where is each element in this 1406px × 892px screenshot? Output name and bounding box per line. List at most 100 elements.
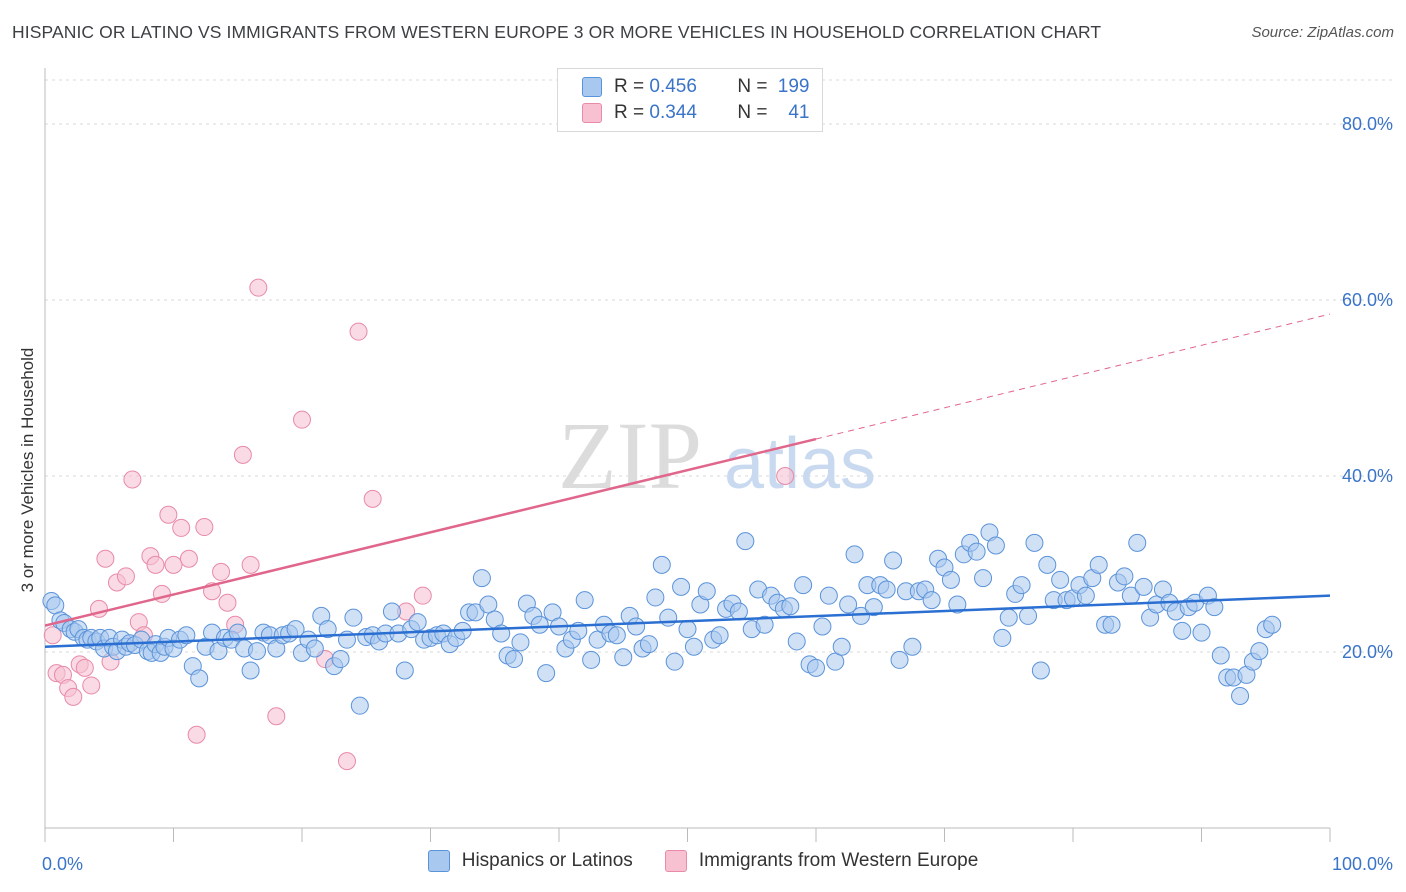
data-point-western-europe <box>218 593 237 612</box>
data-point-western-europe <box>96 549 115 568</box>
data-point-hispanics <box>794 576 813 595</box>
data-point-western-europe <box>349 322 368 341</box>
data-point-western-europe <box>43 626 62 645</box>
data-point-hispanics <box>1231 687 1250 705</box>
legend-label: Immigrants from Western Europe <box>698 850 979 871</box>
data-point-hispanics <box>331 650 350 669</box>
data-point-hispanics <box>582 650 601 669</box>
data-point-hispanics <box>864 598 883 617</box>
blue-swatch <box>427 850 450 872</box>
data-point-hispanics <box>890 650 909 669</box>
stats-legend-row-pink: R = 0.344 N = 41 <box>582 101 810 125</box>
data-point-hispanics <box>672 577 691 596</box>
trend-line-hispanics <box>44 594 1331 648</box>
n-label: N = <box>737 76 768 97</box>
data-point-hispanics <box>1089 555 1108 574</box>
pink-swatch <box>664 850 687 872</box>
data-point-hispanics <box>646 588 665 607</box>
data-point-hispanics <box>710 626 729 645</box>
data-point-hispanics <box>627 617 646 636</box>
data-point-hispanics <box>729 602 748 621</box>
r-value: 0.456 <box>649 76 697 97</box>
data-point-hispanics <box>659 608 678 627</box>
chart-title: HISPANIC OR LATINO VS IMMIGRANTS FROM WE… <box>12 22 1102 42</box>
x-tick-label: 100.0% <box>1332 854 1393 874</box>
data-point-hispanics <box>999 608 1018 627</box>
data-point-hispanics <box>395 661 414 680</box>
data-point-western-europe <box>195 518 214 537</box>
data-point-hispanics <box>248 642 267 661</box>
blue-swatch <box>582 77 602 97</box>
data-point-hispanics <box>1025 533 1044 552</box>
data-point-western-europe <box>172 518 191 537</box>
r-label: R = <box>614 76 645 97</box>
data-point-western-europe <box>293 410 311 429</box>
data-point-hispanics <box>652 555 671 574</box>
data-point-western-europe <box>123 470 142 489</box>
data-point-hispanics <box>807 658 825 677</box>
data-point-hispanics <box>884 551 903 570</box>
axes <box>44 68 1331 842</box>
data-point-hispanics <box>408 613 427 632</box>
data-point-hispanics <box>813 617 832 636</box>
data-point-western-europe <box>164 555 183 574</box>
series-immigrants-western-europe <box>43 278 795 771</box>
y-tick-label: 20.0% <box>1342 642 1393 662</box>
data-point-hispanics <box>819 586 838 605</box>
data-point-hispanics <box>537 664 556 683</box>
data-point-hispanics <box>575 591 594 610</box>
data-point-hispanics <box>922 591 941 610</box>
n-value: 199 <box>777 76 810 97</box>
y-tick-label: 80.0% <box>1342 114 1393 134</box>
data-point-hispanics <box>1211 646 1230 665</box>
data-point-hispanics <box>177 626 196 645</box>
data-point-western-europe <box>75 658 94 677</box>
data-point-hispanics <box>1205 598 1224 617</box>
trend-line-extension-western-europe <box>815 313 1331 440</box>
data-point-hispanics <box>639 635 658 654</box>
data-point-hispanics <box>614 648 633 667</box>
data-point-hispanics <box>1051 570 1070 589</box>
data-point-hispanics <box>1102 615 1121 634</box>
data-point-hispanics <box>781 597 800 616</box>
series-legend: Hispanics or Latinos Immigrants from Wes… <box>0 850 1406 872</box>
data-point-hispanics <box>466 603 485 622</box>
data-point-hispanics <box>1192 623 1211 642</box>
data-point-hispanics <box>344 608 363 627</box>
data-point-hispanics <box>877 580 896 599</box>
data-point-western-europe <box>159 505 178 524</box>
data-point-hispanics <box>832 637 851 656</box>
n-label: N = <box>737 102 768 123</box>
data-point-western-europe <box>212 562 231 581</box>
data-point-hispanics <box>678 620 697 639</box>
data-point-hispanics <box>318 620 337 639</box>
y-tick-label: 40.0% <box>1342 466 1393 486</box>
source-label: Source: ZipAtlas.com <box>1251 24 1394 41</box>
data-point-western-europe <box>233 445 252 464</box>
data-point-hispanics <box>903 637 922 656</box>
pink-swatch <box>582 103 602 123</box>
data-point-hispanics <box>967 542 986 561</box>
data-point-western-europe <box>187 725 206 744</box>
data-point-hispanics <box>736 532 755 551</box>
data-point-hispanics <box>46 596 65 615</box>
data-point-hispanics <box>1076 586 1095 605</box>
trend-lines <box>44 313 1331 648</box>
x-tick-label: 0.0% <box>42 854 83 874</box>
data-point-hispanics <box>845 545 864 564</box>
data-point-hispanics <box>1134 577 1153 596</box>
legend-label: Hispanics or Latinos <box>461 850 633 871</box>
tick-labels: 20.0% 40.0% 60.0% 80.0% 0.0% 100.0% <box>42 114 1393 874</box>
y-tick-label: 60.0% <box>1342 290 1393 310</box>
data-point-hispanics <box>787 632 806 651</box>
data-point-western-europe <box>82 676 101 695</box>
data-point-hispanics <box>350 696 369 715</box>
data-point-hispanics <box>941 570 960 589</box>
legend-item-western-europe[interactable]: Immigrants from Western Europe <box>664 850 979 872</box>
watermark-zip: ZIP <box>558 402 702 509</box>
legend-item-hispanics[interactable]: Hispanics or Latinos <box>427 850 633 872</box>
data-point-hispanics <box>851 606 870 625</box>
data-point-hispanics <box>1250 642 1269 661</box>
data-point-hispanics <box>755 615 774 634</box>
